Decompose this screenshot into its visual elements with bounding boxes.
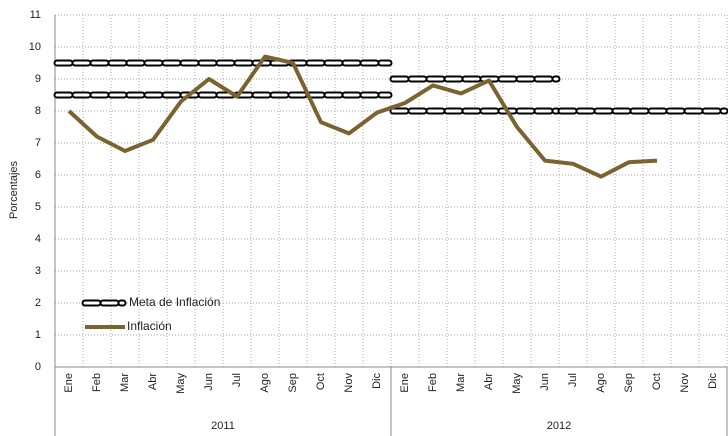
x-tick-label: Ene [63,373,75,393]
x-tick-label: Jul [231,373,243,387]
y-tick-label: 5 [35,201,41,213]
y-tick-label: 3 [35,265,41,277]
y-tick-label: 4 [35,233,41,245]
x-tick-label: Ene [399,373,411,393]
x-tick-label: Jul [567,373,579,387]
x-tick-label: Nov [679,373,691,393]
y-tick-label: 11 [30,9,41,21]
x-tick-label: Nov [343,373,355,393]
x-tick-label: Sep [623,373,635,393]
group-label: 2011 [211,420,235,432]
series-line [67,54,658,179]
y-tick-label: 0 [35,361,41,373]
x-tick-label: Abr [483,373,495,390]
legend-label: Inflación [127,319,172,333]
x-tick-label: Oct [651,373,663,390]
x-tick-label: Ago [595,373,607,393]
x-tick-label: Dic [371,373,383,389]
y-tick-label: 8 [35,105,41,117]
x-tick-label: May [175,373,187,394]
x-tick-label: May [511,373,523,394]
x-tick-label: Feb [427,373,439,392]
y-tick-label: 10 [29,41,41,53]
group-label: 2012 [547,420,571,432]
x-tick-label: Dic [707,373,719,389]
x-tick-label: Ago [259,373,271,393]
x-tick-label: Mar [119,373,131,392]
x-tick-label: Oct [315,373,327,390]
x-tick-label: Abr [147,373,159,390]
x-tick-label: Jun [539,373,551,391]
y-tick-label: 9 [35,73,41,85]
x-tick-label: Feb [91,373,103,392]
y-tick-label: 1 [35,329,41,341]
x-tick-label: Sep [287,373,299,393]
y-axis-label: Porcentajes [8,160,20,219]
y-tick-label: 6 [35,169,41,181]
x-tick-label: Jun [203,373,215,391]
y-tick-label: 7 [35,137,41,149]
x-tick-label: Mar [455,373,467,392]
y-tick-label: 2 [35,297,41,309]
legend-label: Meta de Inflación [129,295,220,309]
